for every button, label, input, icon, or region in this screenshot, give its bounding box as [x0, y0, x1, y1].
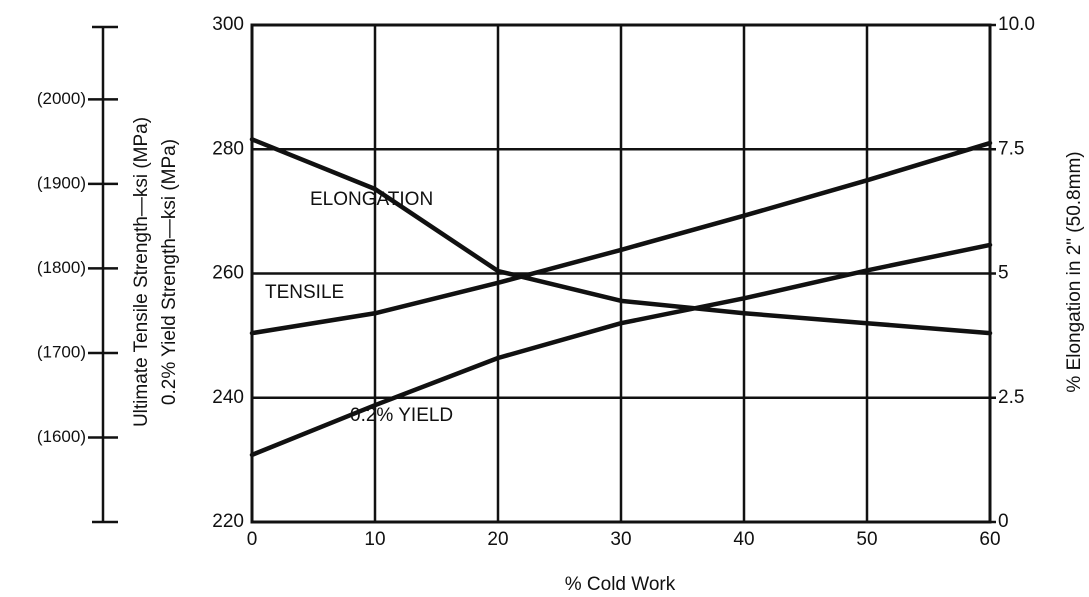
- y2-tick-label: 2.5: [998, 387, 1024, 408]
- y3-tick-label: (2000): [37, 89, 86, 108]
- y-tick-label: 300: [212, 14, 244, 35]
- line-series: [249, 242, 993, 458]
- y2-tick-label: 0: [998, 511, 1009, 532]
- series-label: ELONGATION: [310, 189, 433, 210]
- y2-tick-label: 5: [998, 263, 1009, 284]
- y2-axis-label: % Elongation in 2" (50.8mm): [1064, 151, 1085, 392]
- x-tick-label: 50: [856, 529, 877, 550]
- y2-tick-label: 10.0: [998, 14, 1035, 35]
- x-axis-label: % Cold Work: [565, 574, 676, 595]
- y-tick-label: 280: [212, 138, 244, 159]
- line-series: [249, 140, 993, 336]
- plot-frame: [250, 23, 992, 524]
- y3-tick-label: (1800): [37, 258, 86, 277]
- series-label: TENSILE: [265, 282, 344, 303]
- y-tick-label: 240: [212, 387, 244, 408]
- x-tick-label: 60: [979, 529, 1000, 550]
- x-tick-label: 40: [733, 529, 754, 550]
- line-series: [249, 137, 993, 336]
- series-label: 0.2% YIELD: [350, 405, 453, 426]
- y3-tick-label: (1600): [37, 427, 86, 446]
- x-tick-label: 0: [247, 529, 258, 550]
- x-tick-label: 20: [487, 529, 508, 550]
- y3-tick-label: (1900): [37, 173, 86, 192]
- y-tick-label: 260: [212, 263, 244, 284]
- x-tick-label: 30: [610, 529, 631, 550]
- y2-tick-label: 7.5: [998, 138, 1024, 159]
- x-tick-label: 10: [364, 529, 385, 550]
- y-tick-label: 220: [212, 511, 244, 532]
- y-axis-label: Ultimate Tensile Strength—ksi (MPa): [131, 117, 152, 427]
- y3-tick-label: (1700): [37, 342, 86, 361]
- y-axis-label: 0.2% Yield Strength—ksi (MPa): [159, 139, 180, 405]
